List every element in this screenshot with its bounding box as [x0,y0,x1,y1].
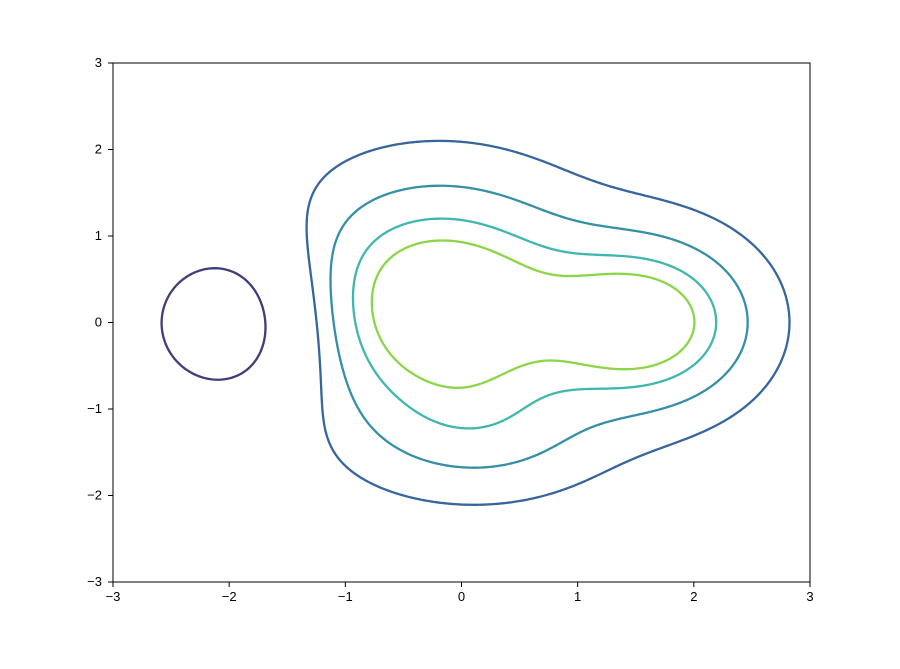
svg-text:2: 2 [95,142,102,157]
svg-text:2: 2 [690,589,697,604]
svg-text:0: 0 [95,315,102,330]
contour-group [162,141,790,505]
contour-line [353,219,716,429]
figure: −3 −2 −1 0 1 2 3 −3 −2 −1 0 1 2 3 [0,0,900,669]
svg-text:−2: −2 [222,589,237,604]
contour-line [372,240,695,387]
svg-text:−3: −3 [87,574,102,589]
svg-text:−2: −2 [87,488,102,503]
svg-text:−3: −3 [106,589,121,604]
svg-text:−1: −1 [87,401,102,416]
contour-line [162,268,266,380]
chart-svg: −3 −2 −1 0 1 2 3 −3 −2 −1 0 1 2 3 [0,0,900,669]
svg-text:3: 3 [806,589,813,604]
svg-text:3: 3 [95,55,102,70]
svg-text:0: 0 [458,589,465,604]
svg-text:−1: −1 [338,589,353,604]
svg-text:1: 1 [574,589,581,604]
svg-text:1: 1 [95,228,102,243]
